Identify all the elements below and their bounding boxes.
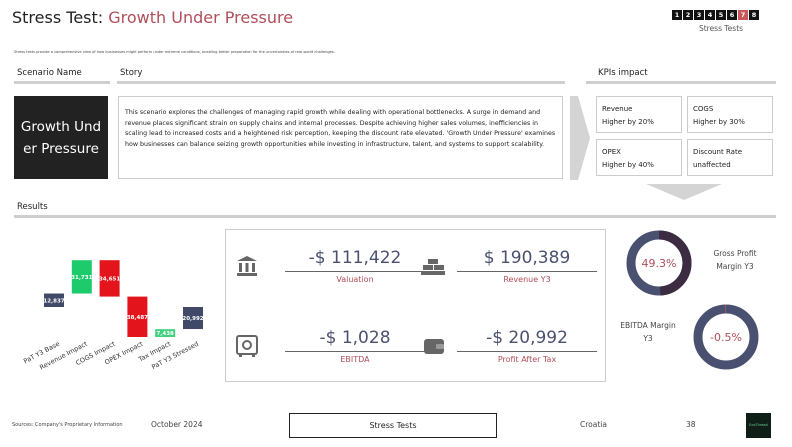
arrow-down	[646, 184, 722, 200]
bar	[99, 260, 120, 297]
story-text: This scenario explores the challenges of…	[118, 96, 563, 179]
logo: EcoThread	[746, 413, 771, 438]
kpi-label: COGS	[693, 105, 714, 113]
donut-label: -0.5%	[710, 331, 742, 344]
kpi-value: Higher by 30%	[693, 118, 745, 126]
scenario-name: Growth Under Pressure	[14, 96, 108, 179]
bar	[44, 293, 64, 307]
kpi-box: OPEX Higher by 40%	[596, 139, 682, 176]
metric-rule	[457, 271, 597, 272]
metric-label: Revenue Y3	[503, 275, 551, 284]
metric-value: $ 190,389	[483, 248, 571, 268]
metric-label: EBITDA	[340, 355, 370, 364]
donut-label: 49.3%	[642, 257, 677, 270]
donut-title: Gross Profit Margin Y3	[713, 249, 757, 271]
heading: KPIs impact	[598, 68, 648, 78]
title-text: Stress Test:	[12, 8, 104, 27]
bar	[127, 296, 148, 337]
page-box: 5	[716, 10, 726, 20]
rule	[14, 81, 110, 84]
page-box: 4	[705, 10, 715, 20]
rule	[117, 81, 565, 84]
heading: Story	[120, 68, 143, 78]
bar	[155, 329, 176, 337]
data-label: 12,837	[43, 298, 64, 304]
metric-label: Valuation	[336, 275, 374, 284]
metric-rule	[457, 351, 597, 352]
metric-rule	[285, 271, 425, 272]
kpi-value: Higher by 40%	[602, 161, 654, 169]
page-box: 1	[672, 10, 682, 20]
page-box: 3	[694, 10, 704, 20]
source: Sources: Company's Proprietary Informati…	[12, 422, 123, 428]
donut-title: EBITDA Margin Y3	[620, 321, 676, 343]
metric-value: -$ 20,992	[486, 328, 568, 348]
bank-icon	[237, 256, 257, 276]
heading: Scenario Name	[17, 68, 82, 78]
chevron	[570, 96, 590, 180]
heading: Results	[17, 202, 48, 212]
bar	[71, 260, 92, 294]
donut-charts: 49.3% -0.5%	[626, 230, 759, 370]
page-number: 38	[686, 420, 696, 429]
date: October 2024	[151, 420, 203, 429]
kpi-box: Discount Rate unaffected	[687, 139, 773, 176]
kpi-label: Revenue	[602, 105, 633, 113]
title: Stress Test: Growth Under Pressure	[12, 8, 293, 27]
kpi-label: Discount Rate	[693, 148, 743, 156]
safe-icon	[236, 335, 258, 357]
kpi-box: Revenue Higher by 20%	[596, 96, 682, 133]
nav-section: Stress Tests	[698, 24, 744, 33]
kpi-value: Higher by 20%	[602, 118, 654, 126]
kpi-box: COGS Higher by 30%	[687, 96, 773, 133]
metrics-box	[225, 229, 606, 382]
rule	[14, 215, 776, 218]
page-box: 8	[749, 10, 759, 20]
page-box: 2	[683, 10, 693, 20]
kpi-label: OPEX	[602, 148, 621, 156]
metric-label: Profit After Tax	[497, 355, 557, 364]
wallet-icon	[424, 339, 444, 354]
footer-section: Stress Tests	[289, 413, 497, 438]
title-highlight: Growth Under Pressure	[108, 8, 294, 27]
data-label: 7,438	[156, 331, 174, 337]
donut-arc	[658, 230, 692, 296]
metric-rule	[285, 351, 425, 352]
country: Croatia	[580, 420, 607, 429]
page-box: 6	[727, 10, 737, 20]
metric-value: -$ 111,422	[308, 248, 402, 268]
page-box: 7	[738, 10, 748, 20]
data-label: 34,651	[99, 276, 120, 282]
rule	[586, 81, 776, 84]
metric-value: -$ 1,028	[319, 328, 391, 348]
bar	[183, 307, 203, 330]
data-label: 20,992	[182, 316, 203, 322]
data-label: 38,487	[127, 315, 148, 321]
kpi-value: unaffected	[693, 161, 731, 169]
data-label: 31,731	[71, 275, 92, 281]
gold-icon	[421, 259, 445, 275]
intro: Stress tests provide a comprehensive vie…	[14, 50, 335, 54]
